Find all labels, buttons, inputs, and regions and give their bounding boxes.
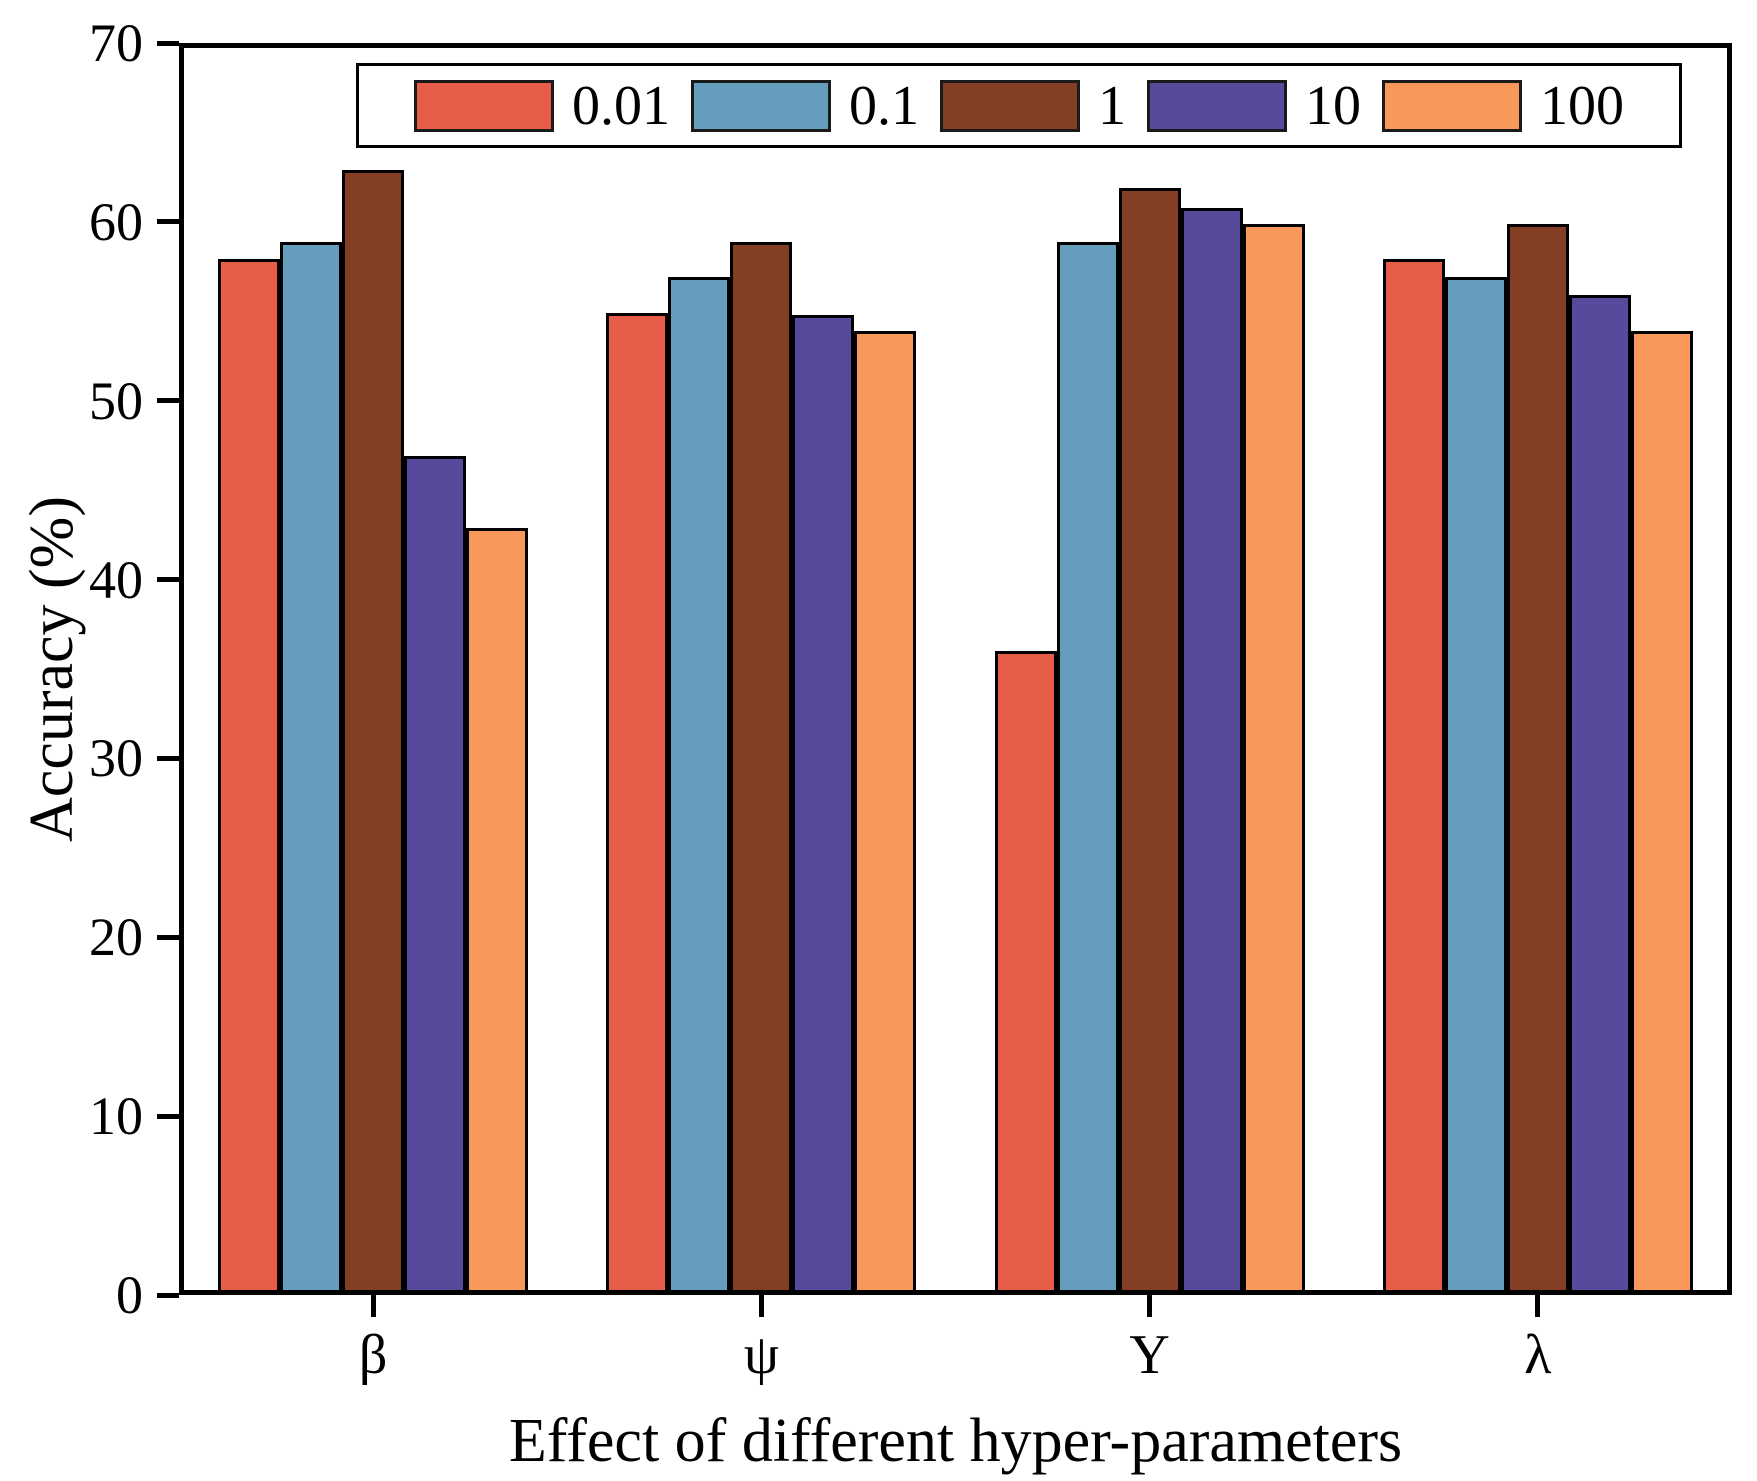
- x-tick-mark-1: [370, 1295, 376, 1317]
- y-tick-mark-10: [157, 1113, 179, 1119]
- legend-entry-100: 100: [1382, 78, 1624, 134]
- legend-label-100: 100: [1540, 74, 1624, 137]
- legend: 0.01 0.1 1 10 100: [356, 63, 1682, 148]
- x-axis-title: Effect of different hyper-parameters: [508, 1407, 1403, 1475]
- x-tick-mark-4: [1535, 1295, 1541, 1317]
- y-tick-label-50: 50: [89, 370, 143, 431]
- bar-100-ψ: [854, 330, 917, 1293]
- x-tick-mark-3: [1147, 1295, 1153, 1317]
- bar-0.1-λ: [1444, 277, 1507, 1293]
- legend-swatch-0.1: [691, 79, 831, 132]
- legend-entry-0.1: 0.1: [691, 78, 919, 134]
- y-tick-label-70: 70: [89, 13, 143, 73]
- legend-label-0.1: 0.1: [849, 74, 919, 137]
- y-tick-mark-0: [157, 1292, 179, 1298]
- y-tick-mark-40: [157, 577, 179, 583]
- bar-1-λ: [1506, 223, 1569, 1293]
- y-tick-label-30: 30: [89, 728, 143, 789]
- legend-entry-10: 10: [1147, 78, 1361, 134]
- legend-label-0.01: 0.01: [572, 74, 670, 137]
- y-tick-mark-50: [157, 398, 179, 404]
- bar-0.01-λ: [1382, 259, 1445, 1293]
- legend-swatch-10: [1147, 79, 1287, 132]
- bar-10-β: [404, 456, 467, 1293]
- legend-swatch-1: [940, 79, 1080, 132]
- y-tick-mark-30: [157, 755, 179, 761]
- bar-0.1-ψ: [668, 277, 731, 1293]
- bar-1-Υ: [1118, 187, 1181, 1293]
- x-tick-mark-2: [758, 1295, 764, 1317]
- y-tick-label-10: 10: [89, 1086, 143, 1147]
- legend-swatch-0.01: [414, 79, 554, 132]
- bar-100-λ: [1630, 330, 1693, 1293]
- bar-0.1-β: [280, 241, 343, 1293]
- bar-0.01-ψ: [606, 313, 669, 1293]
- bar-0.01-Υ: [994, 651, 1057, 1293]
- y-tick-mark-20: [157, 934, 179, 940]
- legend-label-10: 10: [1305, 74, 1361, 137]
- y-tick-label-60: 60: [89, 191, 143, 252]
- bar-10-λ: [1568, 295, 1631, 1293]
- legend-entry-0.01: 0.01: [414, 78, 670, 134]
- y-tick-mark-60: [157, 219, 179, 225]
- y-axis-title: Accuracy (%): [18, 496, 86, 842]
- bar-100-Υ: [1242, 223, 1305, 1293]
- bar-100-β: [466, 527, 529, 1293]
- bar-10-ψ: [792, 314, 855, 1293]
- y-tick-label-0: 0: [116, 1265, 143, 1325]
- bar-1-ψ: [730, 241, 793, 1293]
- x-tick-label-3: Υ: [1129, 1324, 1170, 1386]
- x-tick-label-4: λ: [1524, 1324, 1552, 1386]
- bar-1-β: [342, 169, 405, 1293]
- y-tick-mark-70: [157, 40, 179, 46]
- bar-10-Υ: [1180, 207, 1243, 1293]
- x-tick-label-1: β: [358, 1324, 388, 1386]
- y-tick-label-40: 40: [89, 549, 143, 610]
- bar-0.1-Υ: [1056, 241, 1119, 1293]
- bar-0.01-β: [218, 259, 281, 1293]
- x-tick-label-2: ψ: [743, 1324, 779, 1386]
- y-tick-label-20: 20: [89, 907, 143, 968]
- legend-entry-1: 1: [940, 78, 1126, 134]
- legend-swatch-100: [1382, 79, 1522, 132]
- legend-label-1: 1: [1098, 74, 1126, 137]
